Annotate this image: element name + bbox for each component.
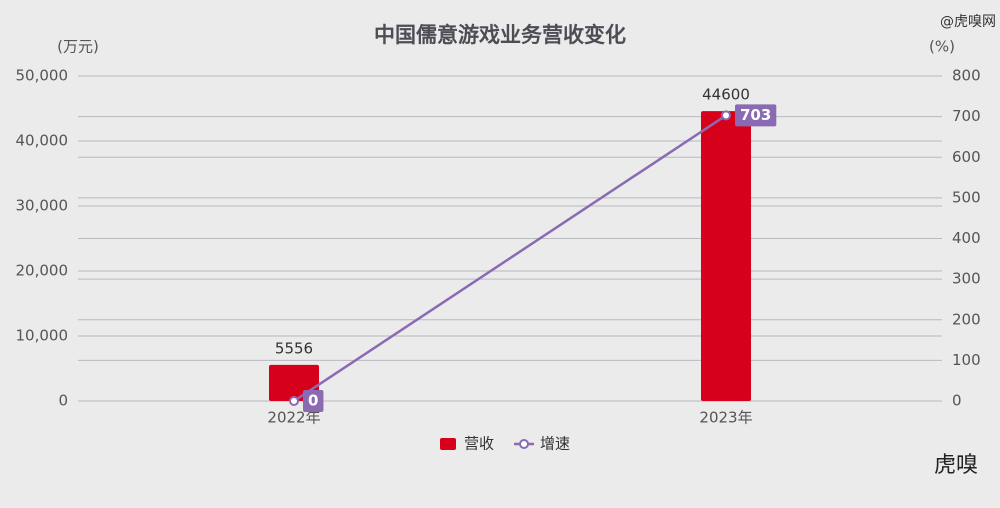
y-tick-label: 40,000 [16, 132, 69, 150]
y2-tick-label: 800 [952, 67, 981, 85]
chart-title: 中国儒意游戏业务营收变化 [374, 23, 626, 47]
legend-swatch [519, 439, 530, 449]
y2-tick-label: 200 [952, 310, 981, 328]
line-point [721, 110, 731, 121]
watermark: @虎嗅网 [940, 14, 996, 30]
data-label: 44600 [702, 86, 750, 104]
y2-tick-label: 700 [952, 107, 981, 125]
legend-label: 营收 [464, 435, 494, 453]
y-tick-label: 50,000 [16, 67, 69, 85]
y2-axis-label: (%) [929, 38, 955, 56]
x-tick-label: 2022年 [267, 409, 320, 427]
legend-label: 增速 [540, 435, 570, 453]
y-tick-label: 30,000 [16, 197, 69, 215]
line-point [289, 396, 299, 406]
data-label: 5556 [275, 339, 313, 357]
y-tick-label: 20,000 [16, 262, 69, 280]
y-tick-label: 10,000 [16, 327, 69, 345]
x-tick-label: 2023年 [699, 409, 752, 427]
bar [701, 111, 751, 401]
watermark: 虎嗅 [934, 453, 978, 478]
y2-tick-label: 0 [952, 392, 962, 410]
y-axis-label: (万元) [57, 38, 99, 56]
data-label-box [735, 104, 777, 127]
data-label: 0 [308, 392, 318, 410]
y2-tick-label: 600 [952, 148, 981, 166]
y2-tick-label: 500 [952, 188, 981, 206]
data-label: 703 [740, 106, 771, 124]
line [293, 114, 727, 403]
data-label-box [303, 390, 324, 412]
legend-swatch [440, 438, 456, 450]
y-tick-label: 0 [58, 392, 68, 410]
y2-tick-label: 300 [952, 270, 981, 288]
y2-tick-label: 100 [952, 351, 981, 369]
y2-tick-label: 400 [952, 229, 981, 247]
